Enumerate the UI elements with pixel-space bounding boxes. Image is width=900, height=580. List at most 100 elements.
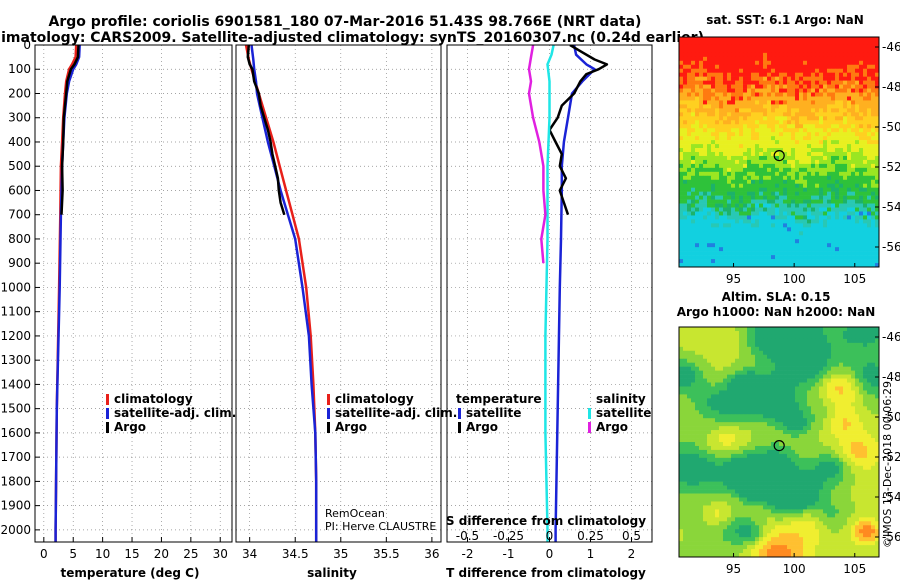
map-cell [791, 438, 796, 443]
salinity-grid [236, 44, 441, 542]
map-cell [835, 116, 840, 121]
map-cell [783, 346, 788, 352]
map-cell [775, 195, 780, 200]
map-cell [807, 140, 812, 145]
map-cell [695, 52, 700, 58]
map-cell [775, 445, 780, 451]
map-cell [811, 68, 816, 73]
map-cell [739, 378, 744, 383]
map-cell [827, 338, 832, 344]
map-cell [743, 255, 748, 260]
map-cell [815, 124, 820, 129]
map-cell [699, 350, 704, 356]
map-cell [791, 386, 796, 391]
map-cell [839, 239, 844, 244]
map-cell [683, 104, 688, 109]
map-cell [779, 183, 784, 188]
sla-map-panel: Altim. SLA: 0.15 Argo h1000: NaN h2000: … [677, 290, 900, 576]
map-cell [775, 155, 780, 161]
map-cell [775, 44, 780, 50]
map-cell [795, 203, 800, 208]
map-cell [815, 56, 820, 62]
map-cell [827, 430, 832, 435]
map-cell [871, 140, 876, 145]
map-cell [799, 445, 804, 451]
map-cell [747, 152, 752, 157]
map-cell [859, 374, 864, 379]
map-cell [683, 334, 688, 340]
map-cell [715, 374, 720, 379]
map-cell [739, 175, 744, 181]
map-cell [827, 96, 832, 101]
map-cell [715, 426, 720, 431]
map-cell [815, 116, 820, 121]
map-cell [835, 215, 840, 220]
map-cell [855, 394, 860, 399]
map-cell [683, 207, 688, 212]
map-cell [855, 72, 860, 77]
map-cell [747, 247, 752, 252]
map-cell [679, 144, 684, 149]
map-cell [755, 128, 760, 133]
map-cell [811, 243, 816, 248]
map-cell [871, 72, 876, 77]
map-cell [755, 108, 760, 113]
map-cell [747, 370, 752, 375]
map-cell [743, 144, 748, 149]
map-cell [803, 469, 808, 475]
map-cell [747, 48, 752, 54]
map-cell [799, 152, 804, 157]
map-cell [835, 108, 840, 113]
map-cell [767, 40, 772, 46]
map-cell [727, 243, 732, 248]
map-cell [719, 155, 724, 161]
map-cell [727, 386, 732, 391]
map-cell [843, 96, 848, 101]
map-cell [835, 457, 840, 463]
map-cell [867, 211, 872, 216]
map-cell [771, 358, 776, 363]
map-cell [743, 342, 748, 348]
map-cell [775, 211, 780, 216]
map-cell [843, 108, 848, 113]
legend-label: salinity [596, 392, 646, 406]
map-cell [811, 402, 816, 407]
map-cell [779, 203, 784, 208]
map-cell [847, 144, 852, 149]
map-cell [707, 438, 712, 443]
map-cell [779, 159, 784, 165]
map-cell [863, 52, 868, 58]
map-cell [731, 235, 736, 240]
map-cell [875, 430, 879, 435]
map-cell [707, 148, 712, 153]
map-cell [751, 64, 756, 70]
map-cell [739, 108, 744, 113]
map-cell [795, 255, 800, 260]
map-cell [779, 414, 784, 419]
map-cell [815, 334, 820, 340]
map-cell [787, 155, 792, 161]
map-cell [851, 60, 856, 66]
map-cell [735, 191, 740, 196]
map-cell [843, 88, 848, 93]
map-cell [775, 48, 780, 54]
map-cell [767, 461, 772, 467]
map-cell [707, 175, 712, 181]
map-cell [839, 374, 844, 379]
map-cell [779, 247, 784, 252]
map-cell [743, 112, 748, 117]
map-cell [763, 56, 768, 62]
map-cell [871, 255, 876, 260]
map-cell [735, 426, 740, 431]
map-cell [823, 461, 828, 467]
map-cell [703, 362, 708, 367]
map-cell [739, 243, 744, 248]
map-cell [839, 453, 844, 459]
map-cell [763, 52, 768, 58]
map-cell [719, 414, 724, 419]
map-cell [747, 358, 752, 363]
map-cell [711, 465, 716, 471]
map-cell [683, 140, 688, 145]
map-cell [735, 124, 740, 129]
map-cell [735, 68, 740, 73]
